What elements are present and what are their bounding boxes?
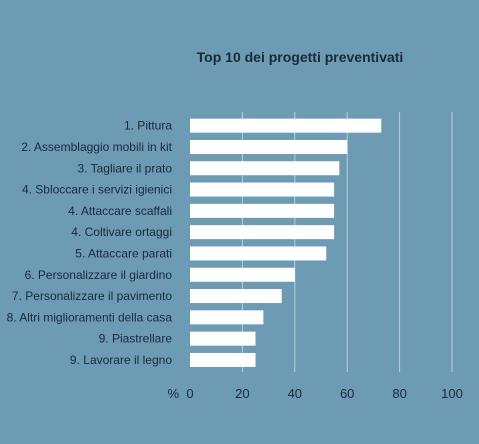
- bar: [190, 289, 282, 304]
- category-label: 2. Assemblaggio mobili in kit: [21, 140, 172, 154]
- gridlines: [241, 112, 453, 372]
- category-label: 1. Pittura: [124, 119, 172, 133]
- x-tick-label: 100: [441, 386, 463, 401]
- bar: [190, 161, 340, 176]
- category-label: 9. Piastrellare: [99, 332, 173, 346]
- category-label: 5. Attaccare parati: [75, 246, 172, 260]
- bar: [190, 182, 335, 197]
- category-label: 3. Tagliare il prato: [78, 161, 173, 175]
- x-axis-unit: %: [167, 386, 179, 401]
- x-tick-label: 20: [235, 386, 249, 401]
- bar: [190, 267, 295, 282]
- bar: [190, 203, 335, 218]
- bar: [190, 225, 335, 240]
- x-tick-label: 40: [288, 386, 302, 401]
- bar: [190, 331, 256, 346]
- x-tick-label: 60: [340, 386, 354, 401]
- x-axis-ticks: 0 20 40 60 80 100: [186, 386, 462, 401]
- category-label: 4. Attaccare scaffali: [68, 204, 172, 218]
- category-label: 8. Altri miglioramenti della casa: [7, 310, 173, 324]
- category-label: 9. Lavorare il legno: [70, 353, 172, 367]
- bar: [190, 310, 264, 325]
- x-tick-label: 80: [392, 386, 406, 401]
- category-label: 4. Coltivare ortaggi: [71, 225, 172, 239]
- category-label: 4. Sbloccare i servizi igienici: [22, 183, 172, 197]
- bar: [190, 352, 256, 367]
- category-labels: 1. Pittura 2. Assemblaggio mobili in kit 3…: [7, 119, 173, 367]
- bar: [190, 118, 382, 133]
- category-label: 7. Personalizzare il pavimento: [12, 289, 172, 303]
- bar: [190, 139, 348, 154]
- category-label: 6. Personalizzare il giardino: [25, 268, 173, 282]
- bars: [190, 118, 382, 367]
- bar: [190, 246, 327, 261]
- chart-title: Top 10 dei progetti preventivati: [197, 49, 404, 65]
- x-tick-label: 0: [186, 386, 193, 401]
